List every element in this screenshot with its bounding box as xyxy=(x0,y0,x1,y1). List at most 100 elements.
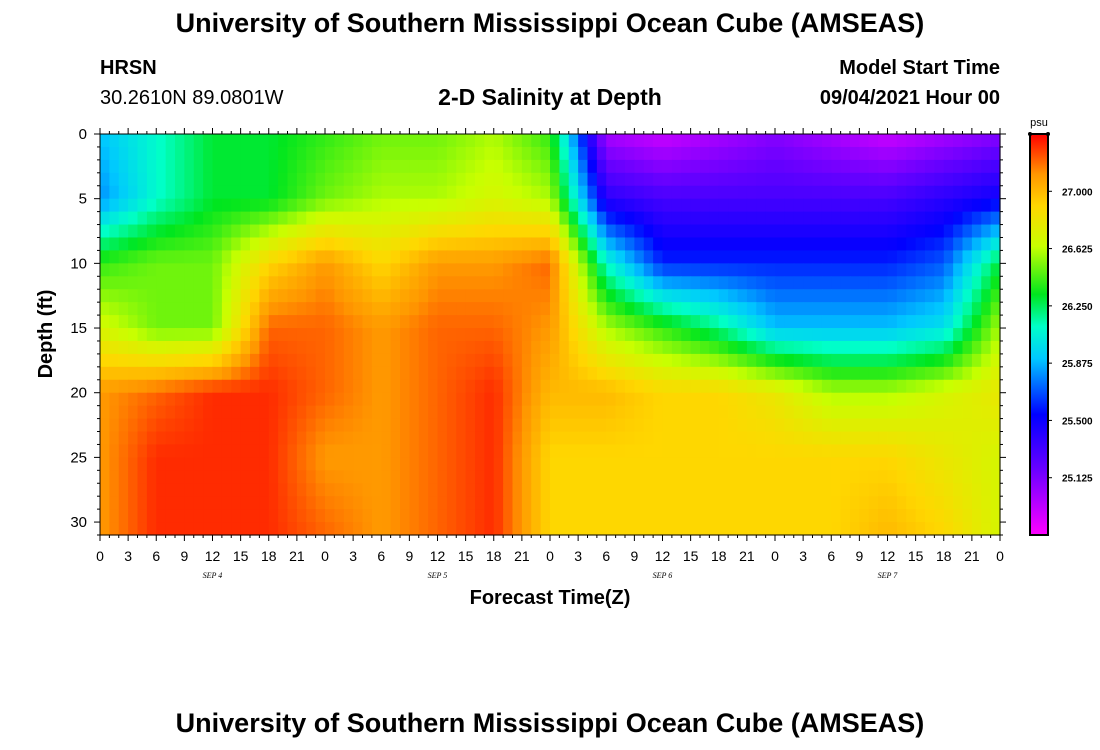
heatmap-cell xyxy=(868,418,879,433)
heatmap-cell xyxy=(606,431,617,446)
heatmap-cell xyxy=(428,250,439,264)
heatmap-cell xyxy=(803,457,814,471)
heatmap-cell xyxy=(709,172,720,187)
heatmap-cell xyxy=(400,159,410,174)
heatmap-cell xyxy=(690,237,701,252)
heatmap-cell xyxy=(596,483,607,497)
heatmap-cell xyxy=(484,146,495,161)
heatmap-cell xyxy=(493,211,504,226)
heatmap-cell xyxy=(596,496,607,510)
heatmap-cell xyxy=(156,509,167,523)
heatmap-cell xyxy=(493,483,504,497)
heatmap-cell xyxy=(184,315,195,329)
heatmap-cell xyxy=(428,431,439,446)
heatmap-cell xyxy=(990,289,1001,303)
heatmap-cell xyxy=(906,185,917,200)
heatmap-cell xyxy=(587,431,598,446)
heatmap-cell xyxy=(315,509,326,523)
heatmap-cell xyxy=(193,418,204,433)
heatmap-cell xyxy=(315,250,326,264)
heatmap-cell xyxy=(681,405,692,420)
heatmap-cell xyxy=(943,198,954,213)
heatmap-cell xyxy=(250,276,260,290)
heatmap-cell xyxy=(118,392,129,407)
heatmap-cell xyxy=(737,263,748,277)
heatmap-cell xyxy=(559,444,570,458)
heatmap-cell xyxy=(381,405,392,420)
heatmap-cell xyxy=(793,444,804,458)
heatmap-cell xyxy=(456,250,467,264)
heatmap-cell xyxy=(475,418,485,433)
heatmap-cell xyxy=(175,146,185,161)
heatmap-cell xyxy=(896,340,907,355)
heatmap-cell xyxy=(803,483,814,497)
heatmap-cell xyxy=(793,353,804,368)
heatmap-cell xyxy=(596,431,607,446)
heatmap-cell xyxy=(493,289,504,303)
heatmap-cell xyxy=(925,172,935,187)
heatmap-cell xyxy=(737,483,748,497)
heatmap-cell xyxy=(615,431,626,446)
heatmap-cell xyxy=(409,237,420,252)
heatmap-cell xyxy=(690,431,701,446)
heatmap-cell xyxy=(578,418,589,433)
heatmap-cell xyxy=(446,172,457,187)
heatmap-cell xyxy=(718,470,729,484)
heatmap-cell xyxy=(521,483,532,497)
heatmap-cell xyxy=(737,237,748,252)
heatmap-cell xyxy=(690,146,701,161)
heatmap-cell xyxy=(606,146,617,161)
heatmap-cell xyxy=(175,522,185,536)
heatmap-cell xyxy=(203,392,214,407)
heatmap-cell xyxy=(250,237,260,252)
heatmap-cell xyxy=(484,198,495,213)
heatmap-cell xyxy=(521,276,532,290)
heatmap-cell xyxy=(287,418,298,433)
colorbar-corner xyxy=(1028,132,1032,136)
heatmap-cell xyxy=(925,289,935,303)
heatmap-cell xyxy=(728,340,739,355)
heatmap-cell xyxy=(587,198,598,213)
heatmap-cell xyxy=(662,509,673,523)
heatmap-cell xyxy=(821,366,832,381)
heatmap-cell xyxy=(325,134,335,148)
heatmap-cell xyxy=(653,392,664,407)
heatmap-cell xyxy=(100,431,110,446)
heatmap-cell xyxy=(100,185,110,200)
heatmap-cell xyxy=(475,509,485,523)
heatmap-cell xyxy=(315,496,326,510)
heatmap-cell xyxy=(775,276,785,290)
heatmap-cell xyxy=(700,379,710,394)
heatmap-cell xyxy=(278,328,289,342)
heatmap-cell xyxy=(400,470,410,484)
heatmap-cell xyxy=(306,457,317,471)
heatmap-cell xyxy=(700,224,710,239)
heatmap-cell xyxy=(484,418,495,433)
heatmap-cell xyxy=(240,302,251,316)
heatmap-cell xyxy=(109,198,120,213)
heatmap-cell xyxy=(325,276,335,290)
heatmap-cell xyxy=(840,457,851,471)
heatmap-cell xyxy=(887,431,898,446)
heatmap-cell xyxy=(775,172,785,187)
heatmap-cell xyxy=(568,366,579,381)
heatmap-cell xyxy=(203,379,214,394)
heatmap-cell xyxy=(756,250,767,264)
heatmap-cell xyxy=(765,159,776,174)
heatmap-cell xyxy=(550,315,560,329)
heatmap-cell xyxy=(212,457,223,471)
heatmap-cell xyxy=(315,198,326,213)
heatmap-cell xyxy=(146,509,157,523)
heatmap-cell xyxy=(784,224,795,239)
heatmap-cell xyxy=(718,146,729,161)
heatmap-cell xyxy=(906,522,917,536)
heatmap-cell xyxy=(221,379,232,394)
heatmap-cell xyxy=(756,134,767,148)
heatmap-cell xyxy=(165,302,176,316)
heatmap-cell xyxy=(943,457,954,471)
heatmap-cell xyxy=(737,457,748,471)
heatmap-cell xyxy=(765,366,776,381)
heatmap-cell xyxy=(296,198,307,213)
heatmap-cell xyxy=(503,172,514,187)
heatmap-cell xyxy=(137,250,148,264)
